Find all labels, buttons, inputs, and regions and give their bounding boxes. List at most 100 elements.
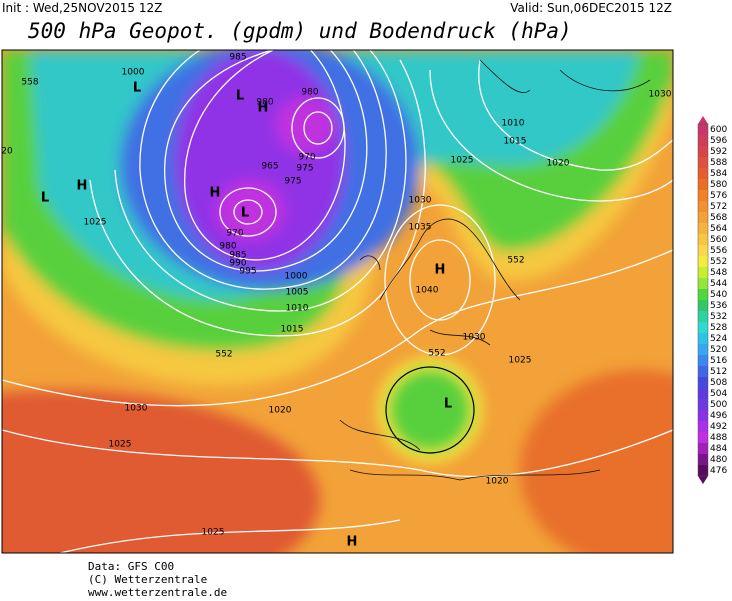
colorbar-segment xyxy=(698,278,708,289)
isobar-label: 1020 xyxy=(269,406,292,416)
isobar-label: 1030 xyxy=(649,90,672,100)
colorbar-segment xyxy=(698,432,708,443)
isobar-label: 1000 xyxy=(285,272,308,282)
isobar-label: 1000 xyxy=(122,68,145,78)
footer-copyright: (C) Wetterzentrale xyxy=(88,573,207,586)
colorbar-tick-label: 480 xyxy=(710,455,727,465)
isobar-label: 965 xyxy=(261,162,278,172)
colorbar-segment xyxy=(698,234,708,245)
pressure-center: H xyxy=(435,263,446,278)
footer-data: Data: GFS C00 xyxy=(88,560,174,573)
colorbar-cap xyxy=(698,116,708,124)
colorbar-segment xyxy=(698,344,708,355)
colorbar-segment xyxy=(698,333,708,344)
colorbar-tick-label: 588 xyxy=(710,158,727,168)
colorbar-segment xyxy=(698,223,708,234)
colorbar-tick-label: 596 xyxy=(710,136,727,146)
isobar-label: 1030 xyxy=(463,333,486,343)
isobar-label: 985 xyxy=(229,53,246,63)
colorbar-tick-label: 508 xyxy=(710,378,727,388)
map-frame xyxy=(1,49,674,554)
pressure-center: H xyxy=(77,179,88,194)
colorbar-cap xyxy=(698,476,708,484)
isobar-label: 1010 xyxy=(502,119,525,129)
colorbar-tick-label: 512 xyxy=(710,367,727,377)
init-time: Init : Wed,25NOV2015 12Z xyxy=(2,1,162,15)
pressure-center: L xyxy=(444,397,452,412)
colorbar-segment xyxy=(698,377,708,388)
colorbar-segment xyxy=(698,300,708,311)
colorbar-segment xyxy=(698,443,708,454)
isobar-label: 552 xyxy=(507,256,524,266)
colorbar-tick-label: 564 xyxy=(710,224,727,234)
pressure-center: L xyxy=(41,191,49,206)
colorbar-tick-label: 544 xyxy=(710,279,727,289)
colorbar-tick-label: 600 xyxy=(710,125,727,135)
colorbar-tick-label: 576 xyxy=(710,191,727,201)
colorbar-segment xyxy=(698,410,708,421)
colorbar-tick-label: 580 xyxy=(710,180,727,190)
colorbar-tick-label: 528 xyxy=(710,323,727,333)
colorbar-tick-label: 504 xyxy=(710,389,727,399)
colorbar-segment xyxy=(698,267,708,278)
colorbar-segment xyxy=(698,146,708,157)
colorbar-segment xyxy=(698,454,708,465)
isobar-label: 1015 xyxy=(281,325,304,335)
valid-time: Valid: Sun,06DEC2015 12Z xyxy=(510,1,672,15)
colorbar-tick-label: 516 xyxy=(710,356,727,366)
isobar-label: 1040 xyxy=(416,286,439,296)
colorbar-tick-label: 552 xyxy=(710,257,727,267)
isobar-label: 1030 xyxy=(409,196,432,206)
isobar-label: 1025 xyxy=(451,156,474,166)
isobar-label: 558 xyxy=(21,78,38,88)
colorbar-tick-label: 536 xyxy=(710,301,727,311)
isobar-label: 980 xyxy=(301,88,318,98)
map-labels: 1000985980980970975965975970980985990995… xyxy=(1,53,671,550)
colorbar-tick-label: 560 xyxy=(710,235,727,245)
pressure-center: L xyxy=(236,89,244,104)
isobar-label: 1025 xyxy=(84,218,107,228)
colorbar-segment xyxy=(698,135,708,146)
isobar-label: 1035 xyxy=(409,223,432,233)
isobar-label: 980 xyxy=(256,98,273,108)
colorbar-tick-label: 476 xyxy=(710,466,727,476)
colorbar-segment xyxy=(698,465,708,476)
isobar-label: 552 xyxy=(428,349,445,359)
isobar-label: 980 xyxy=(219,242,236,252)
pressure-center: L xyxy=(241,206,249,221)
colorbar-tick-label: 496 xyxy=(710,411,727,421)
colorbar-segment xyxy=(698,366,708,377)
isobar-label: 975 xyxy=(284,177,301,187)
pressure-center: H xyxy=(347,535,358,550)
colorbar-segment xyxy=(698,201,708,212)
isobar-label: 995 xyxy=(239,267,256,277)
isobar-label: 552 xyxy=(215,350,232,360)
colorbar-tick-label: 520 xyxy=(710,345,727,355)
isobar-label: 1010 xyxy=(286,304,309,314)
colorbar-tick-label: 492 xyxy=(710,422,727,432)
isobar-label: 970 xyxy=(298,153,315,163)
colorbar-tick-label: 592 xyxy=(710,147,727,157)
pressure-center: L xyxy=(133,81,141,96)
pressure-center: H xyxy=(210,186,221,201)
colorbar: 6005965925885845805765725685645605565525… xyxy=(697,116,727,484)
colorbar-segment xyxy=(698,289,708,300)
colorbar-segment xyxy=(698,322,708,333)
isobar-label: 1025 xyxy=(509,356,532,366)
isobar-label: 985 xyxy=(229,251,246,261)
isobar-label: 975 xyxy=(296,164,313,174)
colorbar-tick-label: 572 xyxy=(710,202,727,212)
map xyxy=(2,50,673,553)
isobar-label: 1005 xyxy=(286,288,309,298)
isobar-label: 970 xyxy=(226,229,243,239)
isobar-label: 1015 xyxy=(504,137,527,147)
colorbar-segment xyxy=(698,256,708,267)
isobar-label: 1030 xyxy=(125,404,148,414)
colorbar-tick-label: 584 xyxy=(710,169,727,179)
colorbar-segment xyxy=(698,355,708,366)
map-title: 500 hPa Geopot. (gpdm) und Bodendruck (h… xyxy=(28,19,572,43)
colorbar-tick-label: 488 xyxy=(710,433,727,443)
colorbar-tick-label: 556 xyxy=(710,246,727,256)
colorbar-tick-label: 484 xyxy=(710,444,727,454)
